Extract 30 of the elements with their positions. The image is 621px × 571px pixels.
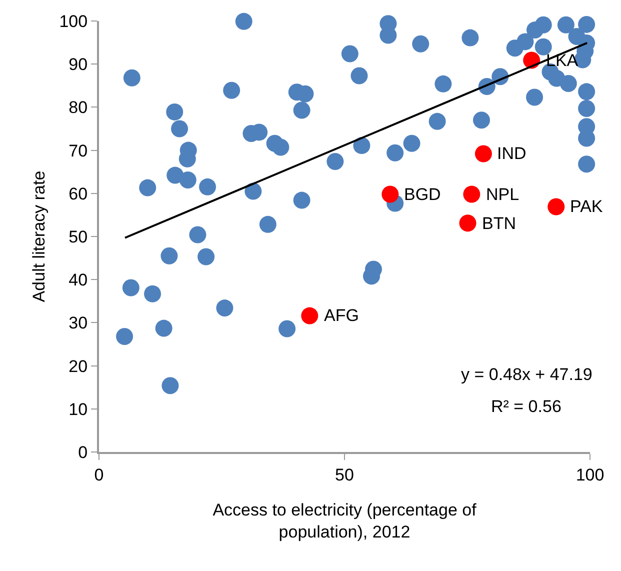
x-tick-label: 0 — [94, 465, 104, 484]
y-tick-label: 60 — [68, 184, 88, 204]
annotation: y = 0.48x + 47.19 — [461, 365, 592, 384]
y-tick-label: 100 — [59, 12, 88, 31]
y-tick-label: 40 — [68, 270, 88, 290]
annotation: R² = 0.56 — [491, 397, 562, 416]
annotation: PAK — [570, 197, 604, 216]
y-tick-label: 90 — [68, 55, 88, 74]
y-axis-title: Adult literacy rate — [29, 170, 48, 302]
point — [301, 307, 318, 324]
y-tick-label: 70 — [68, 141, 88, 160]
annotation: IND — [497, 144, 526, 163]
y-tick-label: 0 — [78, 442, 88, 462]
annotation: NPL — [486, 185, 520, 204]
annotation: BTN — [482, 214, 516, 233]
y-tick-label: 30 — [68, 314, 88, 333]
y-tick-label: 50 — [68, 227, 88, 246]
annotation: BGD — [404, 185, 441, 204]
x-tick-label: 50 — [335, 465, 354, 484]
y-tick-label: 80 — [68, 98, 88, 118]
x-axis-title: Access to electricity (percentage of population), 2012 — [212, 500, 477, 542]
point — [382, 186, 399, 203]
annotation: AFG — [324, 306, 359, 325]
y-tick-label: 10 — [68, 400, 88, 419]
point — [474, 145, 492, 162]
point — [548, 198, 565, 216]
y-tick-label: 20 — [68, 356, 88, 376]
point — [463, 186, 480, 203]
x-tick-label: 100 — [576, 465, 604, 484]
point — [459, 214, 476, 232]
